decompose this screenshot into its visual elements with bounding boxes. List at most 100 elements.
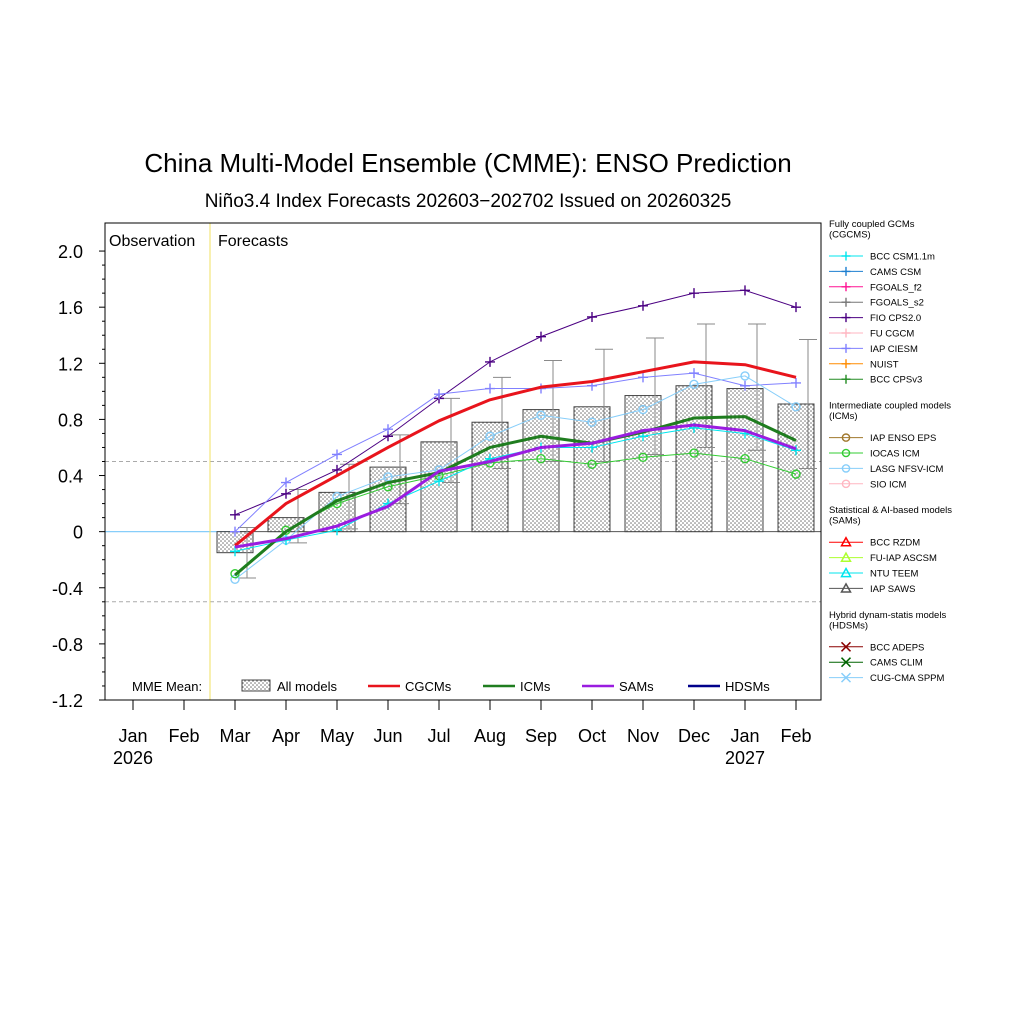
model-marker (383, 424, 393, 435)
x-tick-label: Oct (578, 726, 606, 746)
model-marker (434, 389, 444, 400)
ensemble-whisker (748, 323, 766, 451)
legend-marker (841, 266, 851, 276)
model-marker (332, 449, 342, 460)
legend-group-title: (HDSMs) (829, 620, 868, 631)
legend-marker (841, 464, 851, 473)
model-line (234, 372, 797, 533)
x-tick-label: Nov (627, 726, 659, 746)
model-marker (230, 569, 240, 579)
x-tick-label: Apr (272, 726, 300, 746)
model-marker (230, 574, 240, 585)
model-line (234, 452, 797, 575)
ensemble-bar (675, 385, 713, 533)
model-marker (434, 476, 444, 487)
x-tick-label: Jan (730, 726, 759, 746)
legend-item-label: BCC ADEPS (870, 642, 924, 653)
x-tick-label: Feb (168, 726, 199, 746)
model-line (234, 289, 797, 516)
x-tick-label: Mar (220, 726, 251, 746)
model-marker (332, 464, 342, 475)
legend-item-label: FIO CPS2.0 (870, 313, 921, 324)
legend-marker (841, 328, 851, 338)
x-year-label: 2026 (113, 748, 153, 768)
model-marker (587, 417, 597, 427)
y-tick-label: 0 (73, 523, 83, 543)
mme-mean-line (234, 360, 797, 547)
x-tick-label: Aug (474, 726, 506, 746)
legend-marker (840, 551, 852, 562)
legend-item-label: SIO ICM (870, 479, 907, 490)
legend-marker (840, 582, 852, 593)
legend-item-label: CAMS CSM (870, 267, 921, 278)
mme-mean-line (234, 423, 797, 549)
y-tick-label: -0.4 (52, 579, 83, 599)
model-marker (740, 453, 750, 464)
model-line (234, 375, 797, 580)
legend-marker (840, 672, 852, 683)
y-tick-label: 1.2 (58, 354, 83, 374)
legend-item-label: LASG NFSV-ICM (870, 464, 943, 475)
legend-item-label: IAP CIESM (870, 344, 918, 355)
model-marker (587, 459, 597, 470)
y-tick-label: 0.4 (58, 467, 83, 487)
x-year-label: 2027 (725, 748, 765, 768)
x-tick-label: Feb (780, 726, 811, 746)
model-marker (638, 300, 648, 311)
model-marker (383, 472, 393, 482)
legend-group-title: Hybrid dynam-statis models (829, 610, 946, 621)
legend-group-title: (ICMs) (829, 411, 858, 422)
legend-item-label: IAP ENSO EPS (870, 433, 936, 444)
model-marker (689, 448, 699, 458)
model-marker (230, 509, 240, 520)
y-tick-label: 1.6 (58, 298, 83, 318)
model-marker (791, 445, 801, 456)
legend-marker (841, 282, 851, 292)
legend-item-label: BCC CPSv3 (870, 375, 922, 386)
observation-label: Observation (109, 233, 195, 250)
chart-subtitle: Niño3.4 Index Forecasts 202603−202702 Is… (205, 191, 732, 212)
y-tick-label: -0.8 (52, 635, 83, 655)
model-marker (638, 372, 648, 383)
chart-title: China Multi-Model Ensemble (CMME): ENSO … (144, 148, 791, 178)
model-marker (689, 379, 699, 390)
legend-item-label: BCC RZDM (870, 538, 920, 549)
model-marker (536, 453, 546, 464)
legend-item-label: BCC CSM1.1m (870, 252, 935, 263)
legend-group-title: (CGCMS) (829, 230, 871, 241)
mme-legend-text: HDSMs (725, 679, 770, 694)
legend-item-label: IAP SAWS (870, 584, 915, 595)
model-marker (689, 368, 699, 379)
legend-item-label: FGOALS_s2 (870, 298, 924, 309)
legend-item-label: NTU TEEM (870, 569, 918, 580)
model-marker (536, 331, 546, 342)
legend-marker (841, 479, 851, 489)
legend-marker (841, 374, 851, 384)
x-tick-label: Jun (373, 726, 402, 746)
ensemble-whisker (493, 376, 511, 470)
model-marker (587, 311, 597, 322)
mme-legend-text: CGCMs (405, 679, 452, 694)
model-marker (281, 477, 291, 488)
legend-marker (841, 359, 851, 369)
model-marker (740, 285, 750, 296)
mme-legend-label: MME Mean: (132, 679, 202, 694)
model-marker (689, 288, 699, 299)
ensemble-bar (522, 409, 560, 533)
y-tick-label: -1.2 (52, 691, 83, 711)
model-marker (791, 469, 801, 479)
model-marker (485, 356, 495, 367)
legend-group-title: Intermediate coupled models (829, 401, 951, 412)
y-tick-label: 2.0 (58, 242, 83, 262)
model-marker (740, 371, 750, 381)
model-marker (536, 410, 546, 420)
legend-item-label: FU-IAP ASCSM (870, 553, 937, 564)
legend-marker (840, 657, 852, 668)
legend-group-title: Fully coupled GCMs (829, 219, 915, 230)
model-marker (638, 404, 648, 415)
model-marker (791, 402, 801, 412)
mme-legend-text: SAMs (619, 679, 654, 694)
legend-group-title: (SAMs) (829, 516, 861, 527)
legend-marker (840, 536, 852, 547)
legend-item-label: CUG-CMA SPPM (870, 673, 945, 684)
